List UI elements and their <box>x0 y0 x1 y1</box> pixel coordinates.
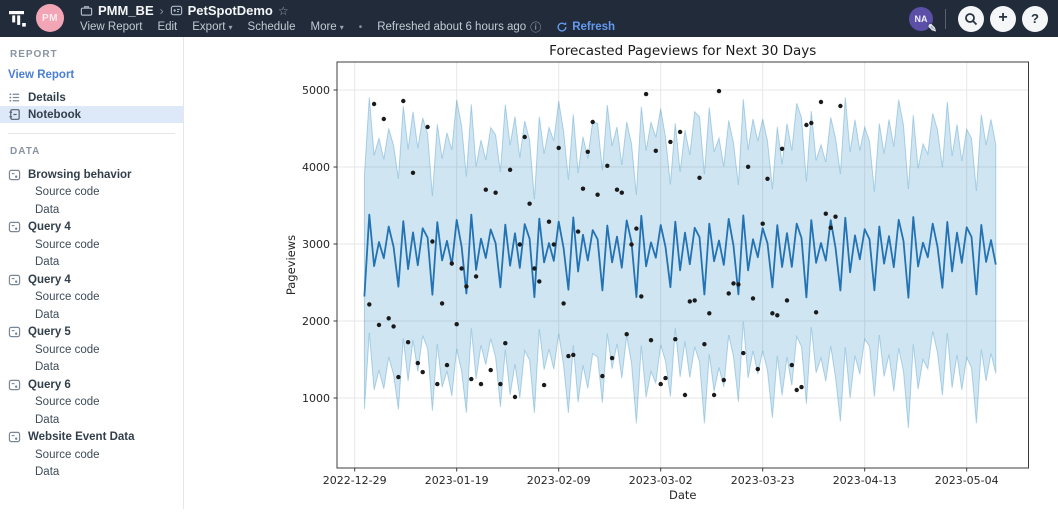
header-divider <box>945 9 946 29</box>
data-section: Query 6 Source codeData <box>0 376 183 429</box>
refreshed-status: Refreshed about 6 hours ago ⓘ <box>377 19 541 35</box>
plus-icon: + <box>998 9 1007 27</box>
data-section-label[interactable]: Query 4 <box>0 219 183 237</box>
data-section-child-data[interactable]: Data <box>0 411 183 429</box>
forecast-chart: 1000 2000 3000 4000 5000 2022-12-29 2023-01-19… <box>283 42 1051 514</box>
data-section-label[interactable]: Query 5 <box>0 324 183 342</box>
svg-text:1000: 1000 <box>302 392 330 405</box>
data-section-label[interactable]: Query 4 <box>0 271 183 289</box>
notebook-icon <box>8 108 21 121</box>
query-icon <box>8 221 21 233</box>
data-section-child-data[interactable]: Data <box>0 464 183 482</box>
question-mark-icon: ? <box>1031 11 1039 26</box>
svg-text:Date: Date <box>669 488 697 502</box>
info-icon[interactable]: ⓘ <box>530 19 541 35</box>
svg-text:Forecasted Pageviews for Next: Forecasted Pageviews for Next 30 Days <box>549 43 816 59</box>
app-logo[interactable] <box>0 0 36 37</box>
sidebar-divider <box>8 133 175 134</box>
svg-text:3000: 3000 <box>302 238 330 251</box>
data-section-child-data[interactable]: Data <box>0 306 183 324</box>
menu-export[interactable]: Export <box>192 21 232 33</box>
new-item-button[interactable]: + <box>990 6 1016 32</box>
svg-text:2023-04-13: 2023-04-13 <box>833 474 897 487</box>
user-avatar[interactable]: NA ✎ <box>909 7 933 31</box>
data-section-child-data[interactable]: Data <box>0 201 183 219</box>
data-section-header: DATA <box>0 146 183 157</box>
data-section-child-source-code[interactable]: Source code <box>0 236 183 254</box>
help-button[interactable]: ? <box>1022 6 1048 32</box>
top-navbar: PM PMM_BE › PetSpotDemo ☆ View Report Ed… <box>0 0 1058 37</box>
data-section-child-source-code[interactable]: Source code <box>0 446 183 464</box>
search-button[interactable] <box>958 6 984 32</box>
left-sidebar: REPORT View Report Details Notebook DATA… <box>0 37 184 509</box>
notebook-label: Notebook <box>28 109 81 121</box>
briefcase-icon <box>80 4 93 17</box>
workspace-name[interactable]: PMM_BE <box>98 3 154 18</box>
breadcrumb: PMM_BE › PetSpotDemo ☆ <box>80 3 615 19</box>
svg-text:4000: 4000 <box>302 161 330 174</box>
breadcrumb-chevron-icon: › <box>160 4 164 18</box>
query-icon <box>8 379 21 391</box>
svg-text:2023-03-23: 2023-03-23 <box>731 474 795 487</box>
data-section-child-source-code[interactable]: Source code <box>0 289 183 307</box>
menu-schedule[interactable]: Schedule <box>248 21 296 33</box>
report-owner-avatar[interactable]: PM <box>36 4 64 32</box>
data-section-label[interactable]: Query 6 <box>0 376 183 394</box>
favorite-star-icon[interactable]: ☆ <box>278 4 289 18</box>
data-section-child-source-code[interactable]: Source code <box>0 394 183 412</box>
notebook-content: 1000 2000 3000 4000 5000 2022-12-29 2023-01-19… <box>185 37 1058 509</box>
data-section: Query 4 Source codeData <box>0 271 183 324</box>
data-section: Browsing behavior Source codeData <box>0 166 183 219</box>
data-section-child-source-code[interactable]: Source code <box>0 341 183 359</box>
search-icon <box>964 12 978 26</box>
menu-edit[interactable]: Edit <box>157 21 177 33</box>
data-section-child-data[interactable]: Data <box>0 254 183 272</box>
svg-text:2023-05-04: 2023-05-04 <box>935 474 999 487</box>
menu-more[interactable]: More <box>311 21 344 33</box>
data-section: Query 5 Source codeData <box>0 324 183 377</box>
menu-separator-dot: • <box>359 22 363 33</box>
data-section: Query 4 Source codeData <box>0 219 183 272</box>
refresh-label: Refresh <box>572 21 615 33</box>
report-menu: View Report Edit Export Schedule More • … <box>80 20 615 35</box>
data-section-label[interactable]: Browsing behavior <box>0 166 183 184</box>
sidebar-view-report-link[interactable]: View Report <box>0 69 183 81</box>
menu-view-report[interactable]: View Report <box>80 21 142 33</box>
report-icon <box>170 4 183 17</box>
report-title[interactable]: PetSpotDemo <box>188 3 273 18</box>
refresh-icon <box>556 21 568 33</box>
svg-text:2023-02-09: 2023-02-09 <box>527 474 591 487</box>
svg-text:2023-01-19: 2023-01-19 <box>425 474 489 487</box>
query-icon <box>8 274 21 286</box>
sidebar-item-details[interactable]: Details <box>0 89 183 106</box>
sidebar-item-notebook[interactable]: Notebook <box>0 106 183 123</box>
svg-text:2022-12-29: 2022-12-29 <box>323 474 387 487</box>
svg-text:Pageviews: Pageviews <box>284 235 298 295</box>
details-label: Details <box>28 92 66 104</box>
refresh-button[interactable]: Refresh <box>556 21 615 33</box>
data-section-child-data[interactable]: Data <box>0 359 183 377</box>
svg-text:2000: 2000 <box>302 315 330 328</box>
report-section-header: REPORT <box>0 49 183 60</box>
data-section-child-source-code[interactable]: Source code <box>0 184 183 202</box>
data-section-label[interactable]: Website Event Data <box>0 429 183 447</box>
mode-logo-icon <box>7 8 29 30</box>
svg-text:2023-03-02: 2023-03-02 <box>629 474 693 487</box>
data-section: Website Event Data Source codeData <box>0 429 183 482</box>
svg-text:5000: 5000 <box>302 84 330 97</box>
edit-pencil-icon: ✎ <box>928 22 937 35</box>
query-icon <box>8 326 21 338</box>
refreshed-text: Refreshed about 6 hours ago <box>377 21 526 33</box>
query-icon <box>8 169 21 181</box>
user-initials: NA <box>915 14 928 24</box>
details-list-icon <box>8 91 21 104</box>
query-icon <box>8 431 21 443</box>
